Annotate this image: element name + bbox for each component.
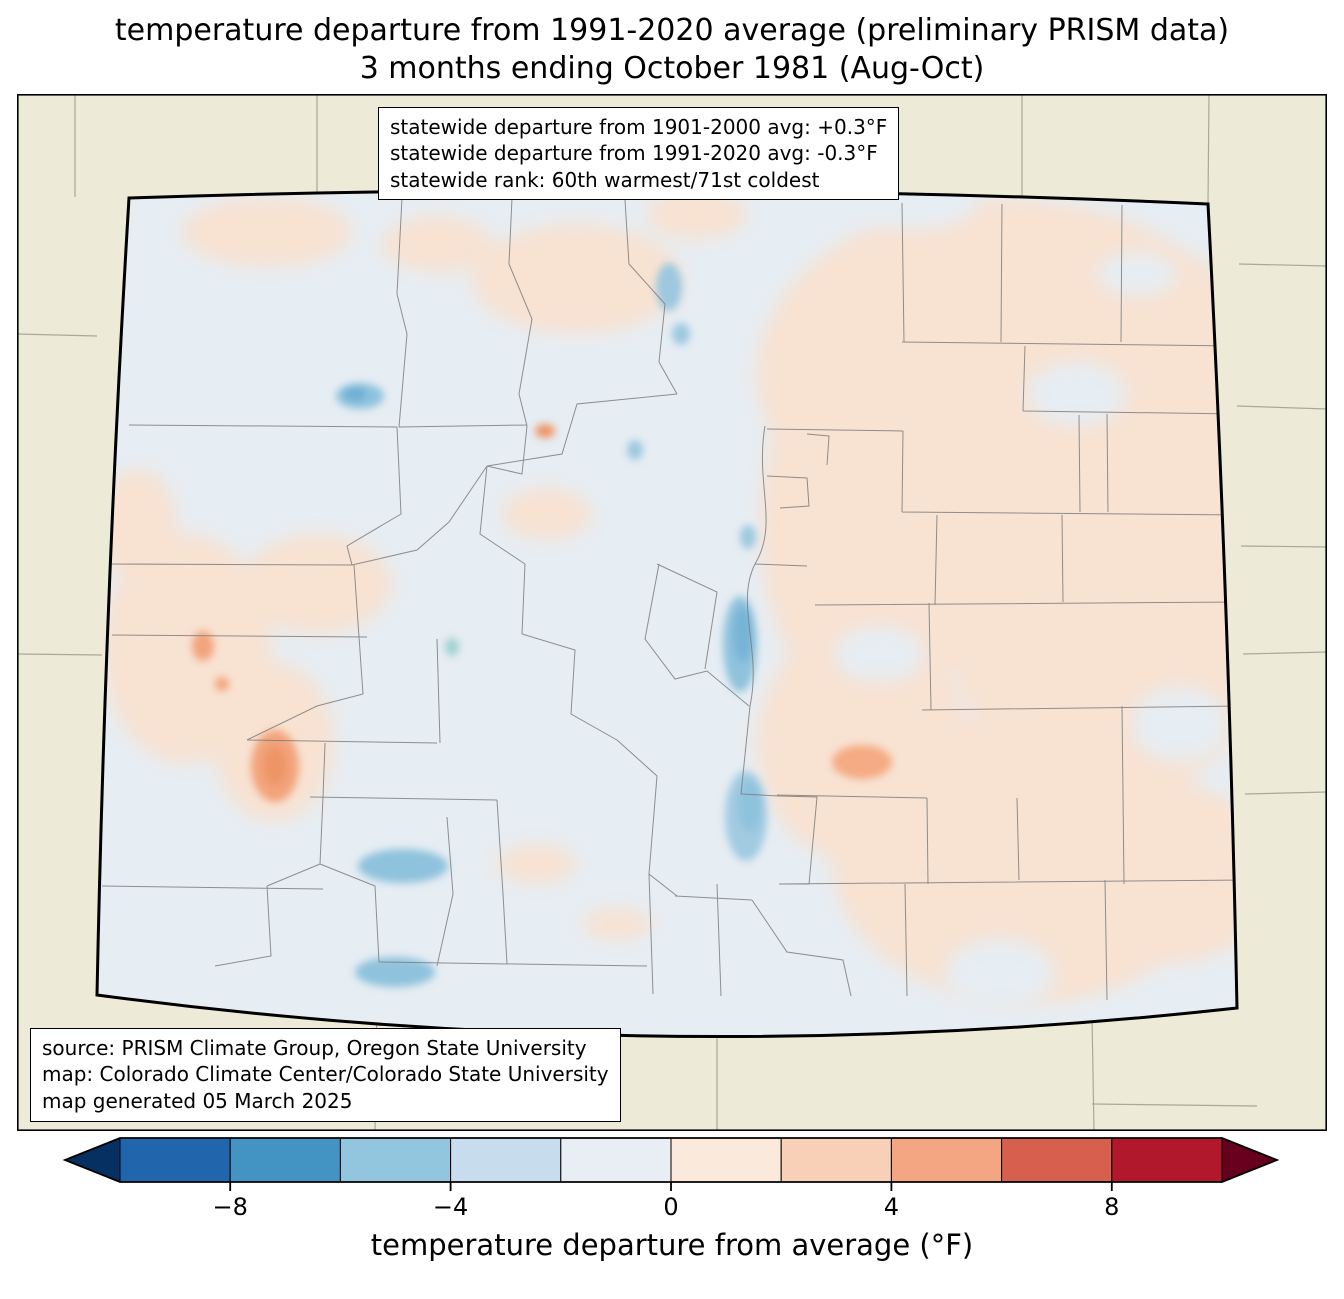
colorbar-arrow-left [63,1136,121,1183]
map-area: statewide departure from 1901-2000 avg: … [17,93,1327,1131]
colorado-map-svg [17,93,1327,1131]
source-line-2: map: Colorado Climate Center/Colorado St… [42,1062,609,1087]
colorbar-arrow-right [1221,1136,1279,1183]
cool-anomaly-blobs [336,262,767,987]
tick-label-4: 4 [884,1193,899,1221]
colorbar-tick-labels: −8 −4 0 4 8 [213,1193,1120,1221]
tick-label-0: 0 [663,1193,678,1221]
map-title: temperature departure from 1991-2020 ave… [0,0,1344,88]
stats-line-2: statewide departure from 1991-2020 avg: … [390,141,878,166]
source-line-1: source: PRISM Climate Group, Oregon Stat… [42,1035,587,1060]
title-line-2: 3 months ending October 1981 (Aug-Oct) [359,50,985,86]
warm-spot-accents [192,423,892,802]
colorbar-outline [62,1136,1280,1183]
map-frame [17,93,1327,1131]
colorbar-label: temperature departure from average (°F) [370,1227,974,1262]
stats-box: statewide departure from 1901-2000 avg: … [378,106,900,201]
colorbar-svg: −8 −4 0 4 8 [62,1136,1280,1221]
colorbar: −8 −4 0 4 8 temperature departure from a… [17,1136,1327,1262]
source-line-3: map generated 05 March 2025 [42,1089,353,1113]
county-boundaries [101,197,1237,1000]
stats-line-3: statewide rank: 60th warmest/71st coldes… [390,167,820,192]
colorbar-ticks [229,1181,1113,1191]
stats-line-1: statewide departure from 1901-2000 avg: … [390,114,888,139]
tick-label-8: 8 [1104,1193,1119,1221]
tick-label-neg8: −8 [213,1193,248,1221]
source-box: source: PRISM Climate Group, Oregon Stat… [30,1027,621,1122]
tick-label-neg4: −4 [433,1193,468,1221]
colorbar-segments [63,1136,1279,1183]
title-line-1: temperature departure from 1991-2020 ave… [114,13,1230,48]
